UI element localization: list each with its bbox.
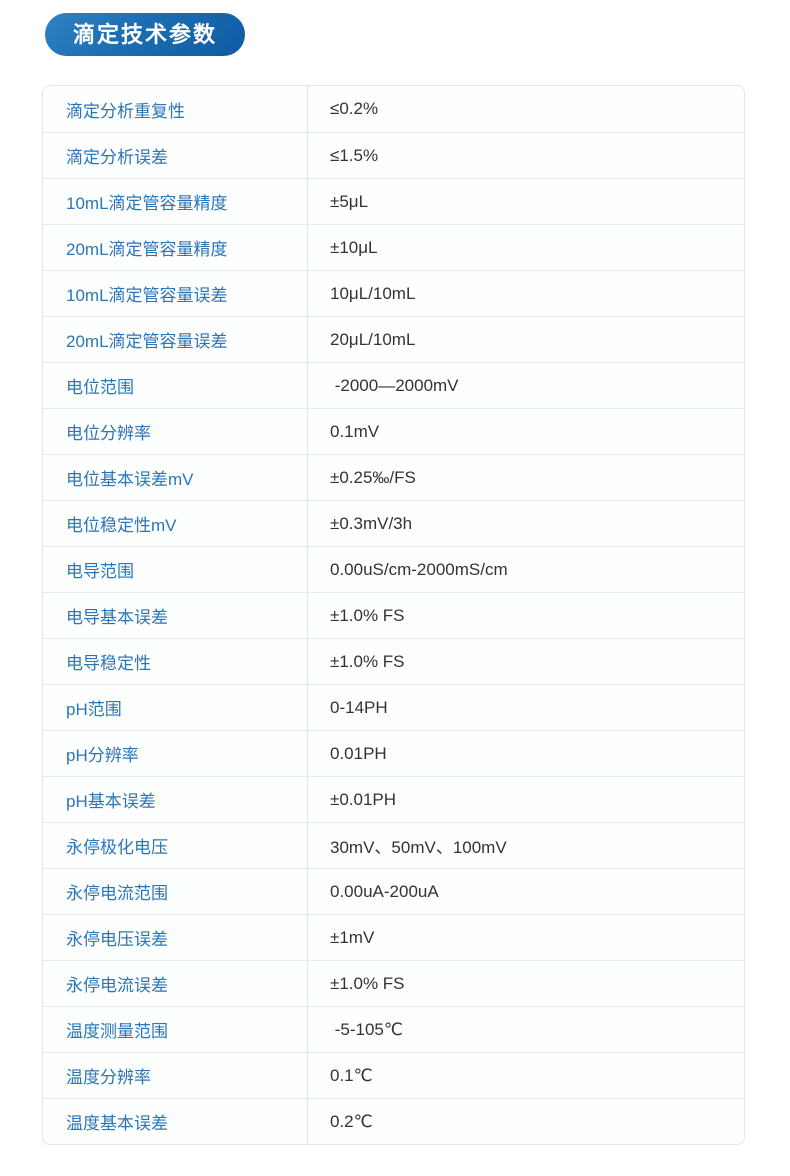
table-row: 电位基本误差mV ±0.25‰/FS	[43, 454, 744, 500]
param-value-cell: 20μL/10mL	[330, 329, 416, 349]
section-title-badge: 滴定技术参数	[45, 13, 246, 56]
param-name-cell: 滴定分析重复性	[43, 86, 308, 132]
param-value-cell: 10μL/10mL	[330, 283, 416, 303]
table-row: 20mL滴定管容量精度 ±10μL	[43, 224, 744, 270]
table-row: 10mL滴定管容量精度 ±5μL	[43, 178, 744, 224]
param-name-cell: 电导基本误差	[43, 593, 308, 638]
table-row: 温度基本误差 0.2℃	[43, 1098, 744, 1144]
param-name-cell: 电位范围	[43, 363, 308, 408]
table-row: 20mL滴定管容量误差 20μL/10mL	[43, 316, 744, 362]
param-value-cell: ±1.0% FS	[330, 651, 405, 671]
param-value-cell: ±5μL	[330, 191, 369, 211]
param-name-cell: 永停极化电压	[43, 823, 308, 868]
param-name-cell: pH范围	[43, 685, 308, 730]
table-row: 永停电流范围 0.00uA-200uA	[43, 868, 744, 914]
param-name-cell: 20mL滴定管容量误差	[43, 317, 308, 362]
table-row: 10mL滴定管容量误差 10μL/10mL	[43, 270, 744, 316]
param-value-cell: ≤0.2%	[330, 99, 379, 118]
table-row: 永停电流误差 ±1.0% FS	[43, 960, 744, 1006]
table-row: 电导基本误差 ±1.0% FS	[43, 592, 744, 638]
spec-table: 滴定分析重复性 ≤0.2% 滴定分析误差 ≤1.5% 10mL滴定管容量精度 ±5μL 20…	[42, 85, 745, 1145]
param-name-cell: pH分辨率	[43, 731, 308, 776]
param-name-cell: 永停电压误差	[43, 915, 308, 960]
param-name-cell: 电导稳定性	[43, 639, 308, 684]
table-row: 电位稳定性mV ±0.3mV/3h	[43, 500, 744, 546]
param-value-cell: 0-14PH	[330, 697, 388, 717]
table-row: 电位分辨率 0.1mV	[43, 408, 744, 454]
table-row: pH范围 0-14PH	[43, 684, 744, 730]
param-value-cell: 0.1℃	[330, 1065, 373, 1085]
param-value-cell: ±0.3mV/3h	[330, 513, 413, 533]
param-value-cell: 0.2℃	[330, 1111, 373, 1131]
param-name-cell: 永停电流范围	[43, 869, 308, 914]
table-row: 温度分辨率 0.1℃	[43, 1052, 744, 1098]
param-name-cell: 温度分辨率	[43, 1053, 308, 1098]
param-value-cell: ±0.25‰/FS	[330, 467, 416, 487]
param-value-cell: ≤1.5%	[330, 145, 379, 165]
table-row: 滴定分析重复性 ≤0.2%	[43, 86, 744, 132]
param-name-cell: 10mL滴定管容量误差	[43, 271, 308, 316]
table-row: pH基本误差 ±0.01PH	[43, 776, 744, 822]
param-value-cell: 30mV、50mV、100mV	[330, 838, 507, 857]
param-value-cell: 0.00uS/cm-2000mS/cm	[330, 559, 508, 579]
param-name-cell: pH基本误差	[43, 777, 308, 822]
table-row: 滴定分析误差 ≤1.5%	[43, 132, 744, 178]
param-name-cell: 10mL滴定管容量精度	[43, 179, 308, 224]
param-value-cell: ±0.01PH	[330, 789, 397, 809]
spec-table-body: 滴定分析重复性 ≤0.2% 滴定分析误差 ≤1.5% 10mL滴定管容量精度 ±5μL 20…	[43, 86, 744, 1144]
param-name-cell: 电位分辨率	[43, 409, 308, 454]
table-row: 温度测量范围 -5-105℃	[43, 1006, 744, 1052]
param-value-cell: 0.01PH	[330, 743, 387, 763]
param-name-cell: 滴定分析误差	[43, 133, 308, 178]
param-value-cell: -2000—2000mV	[330, 375, 459, 395]
param-value-cell: ±1.0% FS	[330, 973, 405, 993]
table-row: 电导稳定性 ±1.0% FS	[43, 638, 744, 684]
table-row: 永停极化电压 30mV、50mV、100mV	[43, 822, 744, 868]
param-value-cell: ±1mV	[330, 927, 375, 947]
param-value-cell: 0.00uA-200uA	[330, 881, 439, 901]
table-row: 永停电压误差 ±1mV	[43, 914, 744, 960]
param-name-cell: 电位基本误差mV	[43, 455, 308, 500]
param-name-cell: 永停电流误差	[43, 961, 308, 1006]
table-row: 电导范围 0.00uS/cm-2000mS/cm	[43, 546, 744, 592]
param-name-cell: 20mL滴定管容量精度	[43, 225, 308, 270]
table-row: pH分辨率 0.01PH	[43, 730, 744, 776]
param-name-cell: 电位稳定性mV	[43, 501, 308, 546]
table-row: 电位范围 -2000—2000mV	[43, 362, 744, 408]
param-name-cell: 温度测量范围	[43, 1007, 308, 1052]
param-name-cell: 电导范围	[43, 547, 308, 592]
param-value-cell: ±1.0% FS	[330, 605, 405, 625]
param-value-cell: ±10μL	[330, 237, 378, 257]
param-value-cell: 0.1mV	[330, 421, 380, 441]
param-name-cell: 温度基本误差	[43, 1099, 308, 1144]
param-value-cell: -5-105℃	[330, 1019, 403, 1039]
